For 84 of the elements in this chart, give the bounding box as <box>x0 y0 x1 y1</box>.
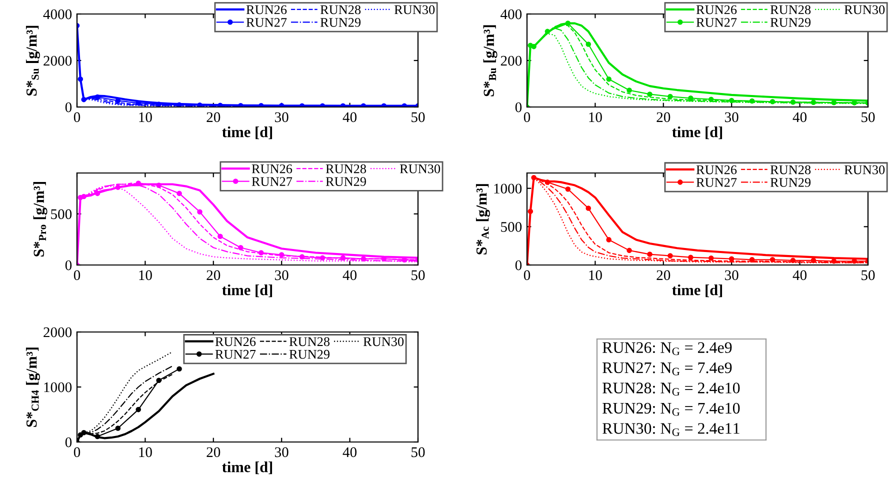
legend-label: RUN28 <box>326 164 366 174</box>
legend-label: RUN30 <box>400 164 440 174</box>
text: RUN27: N$_{G}$ = 7.4e9 <box>602 362 732 376</box>
y-axis-title: S*$_{Su}$ [g/m³] <box>26 26 40 96</box>
x-tick-label: 10 <box>589 270 602 280</box>
legend-label: RUN27 <box>246 18 287 27</box>
x-tick-label: 40 <box>792 112 807 122</box>
x-axis-title: time [d] <box>672 126 722 140</box>
legend-label: RUN30 <box>844 5 885 14</box>
x-axis-title: time [d] <box>222 126 272 140</box>
legend-label: RUN27 <box>696 178 737 187</box>
x-tick-label: 30 <box>275 112 288 122</box>
x-tick-label: 50 <box>862 270 875 280</box>
x-tick-label: 40 <box>342 112 357 122</box>
legend-label: RUN27 <box>215 350 256 359</box>
legend-label: RUN26 <box>252 164 292 174</box>
y-tick-label: 200 <box>500 56 522 66</box>
legend-label: RUN26 <box>696 165 737 174</box>
y-tick-label: 2000 <box>44 56 72 66</box>
legend-label: RUN30 <box>394 5 435 14</box>
legend-label: RUN28 <box>770 165 811 174</box>
x-tick-label: 20 <box>206 112 220 122</box>
x-tick-label: 30 <box>725 112 738 122</box>
legend-label: RUN29 <box>326 177 366 186</box>
x-tick-label: 10 <box>139 270 152 280</box>
y-tick-label: 1000 <box>44 382 72 392</box>
x-tick-label: 50 <box>862 112 875 122</box>
x-tick-label: 20 <box>656 270 670 280</box>
x-tick-label: 20 <box>656 112 670 122</box>
x-axis-title: time [d] <box>672 284 722 298</box>
x-tick-label: 40 <box>342 447 357 458</box>
text: RUN29: N$_{G}$ = 7.4e10 <box>602 402 740 416</box>
x-tick-label: 0 <box>74 270 80 280</box>
legend-label: RUN27 <box>696 18 737 27</box>
y-tick-label: 0 <box>65 102 72 112</box>
y-axis-title: S*$_{Pro}$ [g/m³] <box>33 182 48 256</box>
legend-label: RUN29 <box>770 18 811 27</box>
x-tick-label: 30 <box>275 447 288 458</box>
x-tick-label: 30 <box>725 270 738 280</box>
x-tick-label: 20 <box>206 447 220 458</box>
y-tick-label: 1000 <box>494 184 522 194</box>
x-tick-label: 10 <box>139 112 152 122</box>
x-tick-label: 50 <box>412 270 425 280</box>
y-axis-title: S*$_{CH4}$ [g/m³] <box>26 348 40 427</box>
y-axis-title: S*$_{Ac}$ [g/m³] <box>476 184 490 254</box>
x-tick-label: 0 <box>74 447 80 458</box>
x-tick-label: 40 <box>342 270 357 280</box>
legend-label: RUN30 <box>363 337 404 346</box>
y-tick-label: 4000 <box>43 9 72 20</box>
y-tick-label: 400 <box>500 9 522 20</box>
legend-label: RUN28 <box>289 337 330 346</box>
x-tick-label: 10 <box>139 447 152 458</box>
x-tick-label: 20 <box>206 270 220 280</box>
x-tick-label: 50 <box>412 112 425 122</box>
text: RUN26: N$_{G}$ = 2.4e9 <box>602 342 732 356</box>
legend-label: RUN29 <box>289 350 330 359</box>
text: RUN28: N$_{G}$ = 2.4e10 <box>602 382 740 396</box>
y-tick-label: 500 <box>51 209 72 220</box>
y-tick-label: 500 <box>501 222 522 232</box>
x-tick-label: 50 <box>412 447 425 458</box>
x-axis-title: time [d] <box>222 284 272 298</box>
x-tick-label: 0 <box>524 112 530 122</box>
y-axis-title: S*$_{Bu}$ [g/m³] <box>483 25 498 96</box>
legend-label: RUN29 <box>770 178 811 187</box>
legend-label: RUN26 <box>696 5 737 14</box>
x-tick-label: 40 <box>792 270 807 280</box>
legend-label: RUN28 <box>320 5 361 14</box>
x-tick-label: 30 <box>275 270 288 280</box>
y-tick-label: 0 <box>515 260 522 270</box>
x-tick-label: 0 <box>74 112 80 122</box>
legend-label: RUN29 <box>320 18 361 27</box>
x-axis-title: time [d] <box>222 461 272 474</box>
legend-label: RUN28 <box>770 5 811 14</box>
x-tick-label: 10 <box>589 112 602 122</box>
text: RUN30: N$_{G}$ = 2.4e11 <box>602 423 740 436</box>
y-tick-label: 0 <box>65 260 72 270</box>
legend-label: RUN30 <box>844 165 885 174</box>
y-tick-label: 0 <box>515 102 522 112</box>
y-tick-label: 0 <box>65 437 72 448</box>
legend-label: RUN27 <box>252 177 292 186</box>
legend-label: RUN26 <box>246 5 287 14</box>
legend-label: RUN26 <box>215 337 256 346</box>
x-tick-label: 0 <box>524 270 530 280</box>
y-tick-label: 2000 <box>44 327 72 338</box>
